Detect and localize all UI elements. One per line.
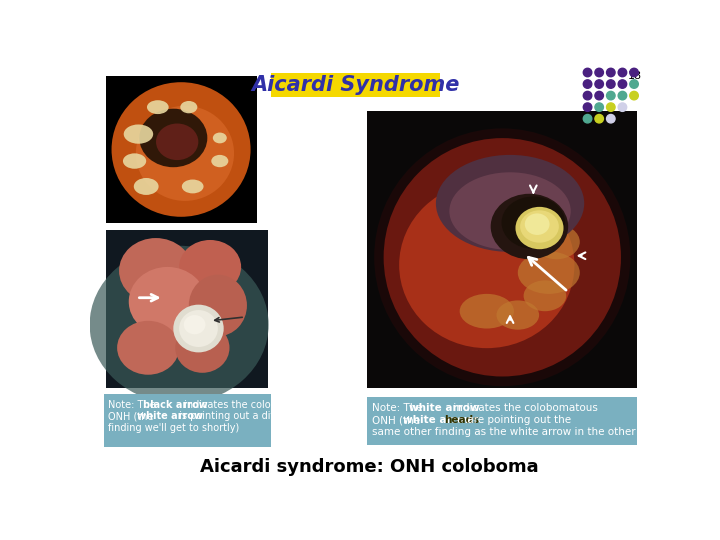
Ellipse shape — [119, 238, 193, 303]
Text: same other finding as the white arrow in the other pic): same other finding as the white arrow in… — [372, 428, 658, 437]
Text: Note: The: Note: The — [372, 403, 426, 413]
Circle shape — [606, 114, 615, 123]
Circle shape — [595, 114, 603, 123]
Bar — [367, 111, 637, 388]
Text: Aicardi Syndrome: Aicardi Syndrome — [251, 75, 459, 95]
Ellipse shape — [189, 275, 247, 336]
Ellipse shape — [399, 182, 575, 348]
Ellipse shape — [520, 210, 559, 242]
Ellipse shape — [89, 246, 269, 403]
Ellipse shape — [134, 178, 158, 195]
Ellipse shape — [136, 106, 234, 201]
Ellipse shape — [112, 82, 251, 217]
Text: Aicardi syndrome: ONH coloboma: Aicardi syndrome: ONH coloboma — [199, 457, 539, 476]
Circle shape — [618, 80, 626, 88]
Ellipse shape — [139, 109, 207, 167]
FancyBboxPatch shape — [271, 72, 439, 97]
Bar — [106, 231, 269, 388]
Ellipse shape — [123, 153, 146, 168]
Ellipse shape — [182, 179, 204, 193]
Text: Note: The: Note: The — [108, 400, 158, 410]
Ellipse shape — [211, 155, 228, 167]
Text: ONH (the: ONH (the — [372, 415, 423, 425]
Circle shape — [595, 80, 603, 88]
Ellipse shape — [179, 240, 241, 294]
Ellipse shape — [374, 129, 631, 386]
Circle shape — [606, 91, 615, 100]
Ellipse shape — [490, 194, 568, 259]
Circle shape — [618, 103, 626, 111]
Ellipse shape — [523, 280, 566, 311]
Circle shape — [630, 80, 639, 88]
Circle shape — [583, 68, 592, 77]
Text: finding we'll get to shortly): finding we'll get to shortly) — [108, 423, 239, 433]
Ellipse shape — [516, 207, 564, 249]
Text: white arrow: white arrow — [403, 415, 474, 425]
FancyBboxPatch shape — [367, 397, 637, 445]
Ellipse shape — [449, 172, 571, 250]
Circle shape — [618, 91, 626, 100]
Circle shape — [583, 114, 592, 123]
Ellipse shape — [179, 310, 218, 347]
Ellipse shape — [147, 100, 168, 114]
Ellipse shape — [175, 323, 230, 373]
Text: indicates the colobomatous: indicates the colobomatous — [451, 403, 598, 413]
Circle shape — [583, 103, 592, 111]
Ellipse shape — [534, 225, 580, 259]
Text: are pointing out the: are pointing out the — [464, 415, 571, 425]
Circle shape — [630, 68, 639, 77]
Circle shape — [595, 68, 603, 77]
Circle shape — [595, 91, 603, 100]
Ellipse shape — [174, 305, 224, 353]
Text: is pointing out a different: is pointing out a different — [176, 411, 303, 421]
Circle shape — [606, 80, 615, 88]
Circle shape — [583, 80, 592, 88]
Ellipse shape — [436, 155, 584, 252]
Text: heads: heads — [444, 415, 480, 425]
Text: ONH (the: ONH (the — [108, 411, 156, 421]
Ellipse shape — [156, 124, 198, 160]
Ellipse shape — [459, 294, 514, 328]
Ellipse shape — [129, 267, 206, 336]
Ellipse shape — [384, 138, 621, 376]
Circle shape — [618, 68, 626, 77]
Ellipse shape — [117, 321, 179, 375]
Circle shape — [606, 68, 615, 77]
Ellipse shape — [525, 213, 549, 235]
Ellipse shape — [124, 125, 153, 144]
Text: white arrow: white arrow — [138, 411, 203, 421]
Ellipse shape — [497, 300, 539, 330]
Text: white arrow: white arrow — [409, 403, 480, 413]
Circle shape — [583, 91, 592, 100]
Text: black arrow: black arrow — [143, 400, 207, 410]
Ellipse shape — [518, 252, 580, 294]
Bar — [106, 76, 256, 222]
Text: indicates the colobomatous: indicates the colobomatous — [181, 400, 320, 410]
Ellipse shape — [184, 315, 205, 334]
Circle shape — [606, 103, 615, 111]
Ellipse shape — [502, 197, 565, 249]
Circle shape — [630, 91, 639, 100]
Ellipse shape — [213, 132, 227, 143]
Ellipse shape — [180, 101, 197, 113]
Text: 18: 18 — [628, 71, 642, 81]
Circle shape — [595, 103, 603, 111]
FancyBboxPatch shape — [104, 394, 271, 447]
